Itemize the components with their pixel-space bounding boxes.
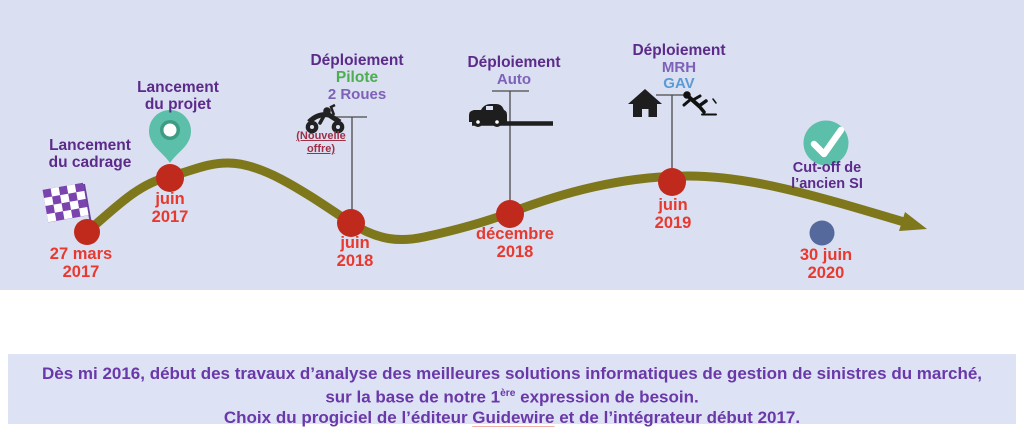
milestone-title-mrh-gav: Déploiement MRH GAV xyxy=(632,42,726,92)
footer-line-3: Choix du progiciel de l’éditeur Guidewir… xyxy=(223,407,801,427)
connector-pilote xyxy=(336,116,367,210)
car-icon xyxy=(469,104,553,127)
milestone-title-cutoff: Cut-off de l’ancien SI xyxy=(791,160,863,192)
milestone-note-pilote: (Nouvelle offre) xyxy=(296,130,346,155)
footer-line-1: Dès mi 2016, début des travaux d’analyse… xyxy=(41,364,983,383)
checkered-flag-icon xyxy=(42,182,93,231)
spacer-band xyxy=(0,290,1024,354)
timeline-graphic xyxy=(42,89,927,246)
milestone-dot-mrh xyxy=(658,168,686,196)
footer-line-2: sur la base de notre 1ère expression de … xyxy=(325,387,699,407)
milestone-date-pilote: juin 2018 xyxy=(336,234,374,270)
milestone-date-projet: juin 2017 xyxy=(151,190,189,226)
arrow-head-icon xyxy=(899,212,927,231)
milestone-date-auto: décembre 2018 xyxy=(476,225,554,261)
connector-auto xyxy=(492,90,529,201)
house-icon xyxy=(628,89,662,117)
check-circle-icon xyxy=(803,120,849,166)
footer-note: Dès mi 2016, début des travaux d’analyse… xyxy=(8,354,1016,427)
milestone-title-pilote: Déploiement Pilote 2 Roues xyxy=(310,52,404,103)
motorcycle-icon xyxy=(305,103,345,134)
milestone-title-auto: Déploiement Auto xyxy=(467,54,561,88)
milestone-dot-cadrage xyxy=(74,219,100,245)
milestone-date-cutoff: 30 juin 2020 xyxy=(799,246,853,282)
falling-person-icon xyxy=(682,91,717,116)
milestone-dot-auto xyxy=(496,200,524,228)
milestone-date-cadrage: 27 mars 2017 xyxy=(49,245,113,281)
milestone-dot-cutoff xyxy=(809,220,835,246)
milestone-dot-projet xyxy=(156,164,184,192)
milestone-title-projet: Lancement du projet xyxy=(137,79,219,113)
map-pin-icon xyxy=(149,110,191,163)
milestone-title-cadrage: Lancement du cadrage xyxy=(48,137,132,171)
milestone-date-mrh-gav: juin 2019 xyxy=(654,196,692,232)
timeline-panel: Lancement du cadrage 27 mars 2017 Lancem… xyxy=(0,0,1024,290)
milestone-dot-pilote xyxy=(337,209,365,237)
guidewire-text: Guidewire xyxy=(472,407,555,427)
